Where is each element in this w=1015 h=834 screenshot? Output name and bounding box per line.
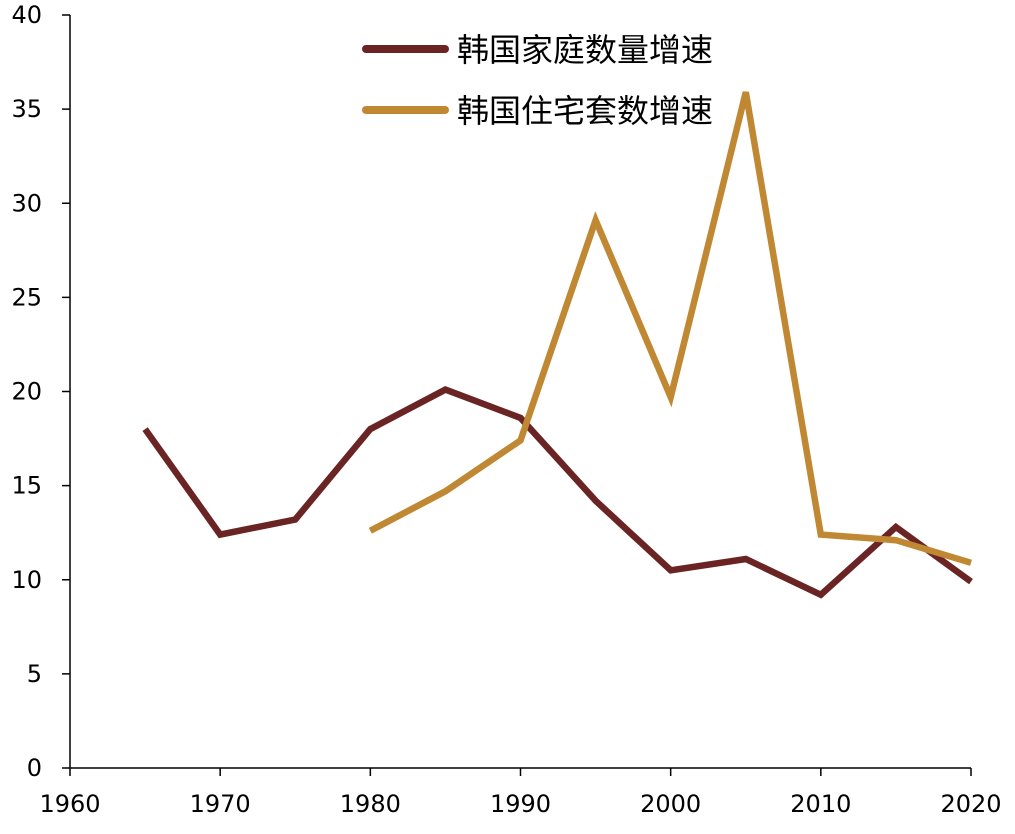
- x-tick-label: 2010: [790, 790, 851, 818]
- series-line-0: [142, 386, 973, 599]
- y-tick-label: 25: [11, 283, 42, 311]
- y-tick-label: 40: [11, 1, 42, 29]
- x-tick-label: 1980: [340, 790, 401, 818]
- y-tick-label: 5: [27, 660, 42, 688]
- x-tick-label: 2020: [940, 790, 1001, 818]
- y-tick-label: 15: [11, 472, 42, 500]
- y-tick-label: 35: [11, 95, 42, 123]
- x-ticks: 1960 1970 1980 1990 2000 2010 2020: [39, 768, 1002, 818]
- x-tick-label: 1960: [39, 790, 100, 818]
- x-tick-label: 2000: [640, 790, 701, 818]
- y-tick-label: 10: [11, 566, 42, 594]
- x-tick-label: 1970: [190, 790, 251, 818]
- y-tick-label: 0: [27, 754, 42, 782]
- y-tick-label: 20: [11, 378, 42, 406]
- legend-label-0: 韩国家庭数量增速: [457, 31, 713, 69]
- series-line-1: [368, 91, 972, 566]
- series-layer: [142, 91, 973, 599]
- y-ticks: 0 5 10 15 20 25 30 35 40: [11, 1, 70, 782]
- y-tick-label: 30: [11, 189, 42, 217]
- x-tick-label: 1990: [490, 790, 551, 818]
- legend-label-1: 韩国住宅套数增速: [457, 92, 713, 130]
